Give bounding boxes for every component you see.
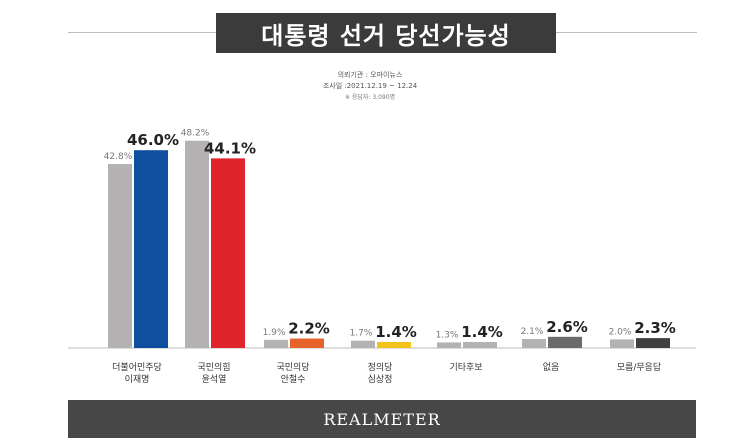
meta-agency: 의뢰기관 : 오마이뉴스 (337, 71, 403, 79)
data-label-current: 1.4% (461, 323, 503, 341)
data-label-current: 2.3% (634, 319, 676, 337)
bar-current (548, 336, 582, 348)
bar-current (290, 338, 324, 348)
data-label-previous: 42.8% (104, 152, 133, 162)
meta-sample: ※ 응답자: 3,090명 (344, 94, 396, 101)
category-label: 윤석열 (202, 374, 227, 385)
data-label-previous: 2.1% (521, 327, 544, 337)
category-label: 없음 (543, 362, 560, 373)
brand-name: REALMETER (323, 409, 441, 429)
bar-current (636, 338, 670, 348)
category-label: 이재명 (125, 374, 150, 385)
survey-meta: 의뢰기관 : 오마이뉴스 조사일 :2021.12.19 ~ 12.24 ※ 응… (300, 70, 440, 103)
bar-previous (264, 339, 288, 348)
category-label: 국민의당 (276, 362, 309, 373)
category-label: 모름/무응답 (617, 361, 661, 373)
bar-previous (185, 140, 209, 348)
data-label-previous: 2.0% (609, 327, 632, 337)
category-label: 안철수 (281, 374, 306, 385)
category-label: 심상정 (368, 374, 393, 385)
bar-previous (351, 340, 375, 348)
bar-previous (437, 342, 461, 348)
bar-previous (610, 339, 634, 348)
bar-current (134, 150, 168, 348)
page-title: 대통령 선거 당선가능성 (216, 13, 556, 53)
brand-footer: REALMETER (68, 400, 696, 438)
bar-current (211, 158, 245, 348)
data-label-current: 46.0% (127, 131, 179, 149)
data-label-current: 1.4% (375, 323, 417, 341)
data-label-current: 2.2% (288, 320, 330, 338)
data-label-previous: 48.2% (181, 129, 210, 139)
data-label-previous: 1.3% (436, 330, 459, 340)
data-label-current: 2.6% (546, 318, 588, 336)
category-label: 더불어민주당 (112, 362, 162, 373)
category-label: 국민의힘 (197, 362, 230, 373)
meta-period: 조사일 :2021.12.19 ~ 12.24 (322, 82, 418, 90)
data-label-previous: 1.7% (350, 329, 373, 339)
bar-previous (522, 338, 546, 348)
bar-current (463, 341, 497, 348)
data-label-previous: 1.9% (263, 328, 286, 338)
bar-current (377, 341, 411, 348)
data-label-current: 44.1% (204, 139, 256, 157)
category-label: 기타후보 (449, 362, 482, 373)
bar-previous (108, 163, 132, 348)
category-label: 정의당 (368, 362, 393, 373)
